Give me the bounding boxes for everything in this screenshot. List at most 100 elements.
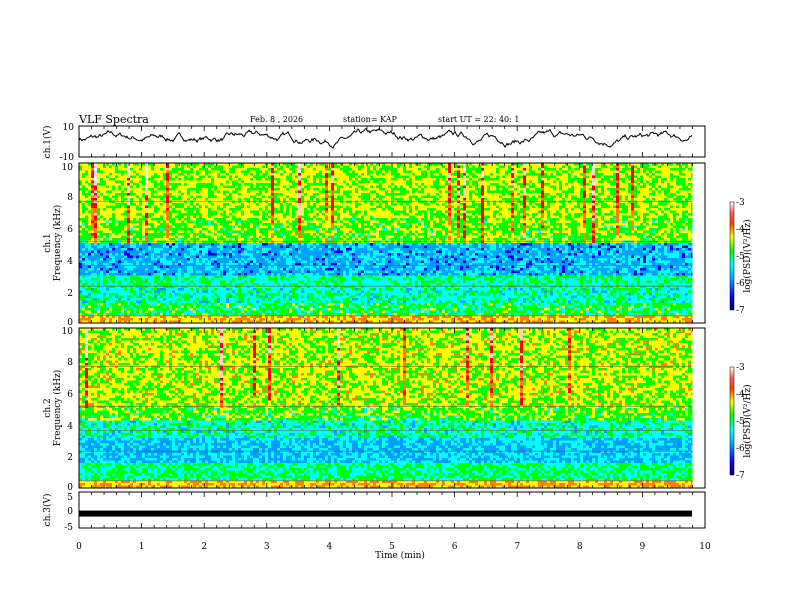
spectrogram-cell (406, 211, 409, 214)
spectrogram-cell (100, 198, 103, 201)
spectrogram-cell (334, 171, 337, 174)
spectrogram-cell (598, 196, 601, 199)
spectrogram-cell (205, 213, 208, 216)
spectrogram-cell (658, 193, 661, 196)
spectrogram-cell (148, 206, 151, 209)
spectrogram-cell (283, 173, 286, 176)
spectrogram-cell (292, 183, 295, 186)
spectrogram-cell (346, 176, 349, 179)
spectrogram-cell (304, 186, 307, 189)
spectrogram-cell (514, 181, 517, 184)
spectrogram-cell (106, 191, 109, 194)
spectrogram-cell (322, 218, 325, 221)
spectrogram-cell (547, 211, 550, 214)
spectrogram-cell (646, 178, 649, 181)
spectrogram-cell (142, 213, 145, 216)
spectrogram-cell (637, 213, 640, 216)
spectrogram-cell (403, 173, 406, 176)
spectrogram-cell (424, 191, 427, 194)
spectrogram-cell (550, 201, 553, 204)
spectrogram-cell (616, 176, 619, 179)
spectrogram-cell (625, 188, 628, 191)
spectrogram-cell (127, 176, 130, 179)
spectrogram-cell (379, 173, 382, 176)
spectrogram-cell (466, 173, 469, 176)
spectrogram-cell (97, 176, 100, 179)
spectrogram-cell (286, 183, 289, 186)
spectrogram-cell (244, 206, 247, 209)
spectrogram-cell (232, 218, 235, 221)
spectrogram-cell (424, 186, 427, 189)
spectrogram-cell (553, 206, 556, 209)
spectrogram-cell (478, 191, 481, 194)
spectrogram-cell (493, 203, 496, 206)
spectrogram-cell (313, 183, 316, 186)
spectrogram-cell (337, 211, 340, 214)
spectrogram-cell (631, 206, 634, 209)
spectrogram-cell (595, 218, 598, 221)
spectrogram-cell (124, 201, 127, 204)
spectrogram-cell (103, 186, 106, 189)
spectrogram-cell (280, 216, 283, 219)
spectrogram-cell (532, 213, 535, 216)
spectrogram-cell (556, 183, 559, 186)
spectrogram-cell (400, 173, 403, 176)
spectrogram-cell (193, 183, 196, 186)
spectrogram-cell (559, 196, 562, 199)
spectrogram-cell (412, 181, 415, 184)
spectrogram-cell (148, 171, 151, 174)
spectrogram-cell (400, 216, 403, 219)
spectrogram-cell (391, 191, 394, 194)
spectrogram-cell (163, 183, 166, 186)
spectrogram-cell (154, 196, 157, 199)
spectrogram-cell (169, 188, 172, 191)
spectrogram-cell (436, 201, 439, 204)
spectrogram-cell (292, 206, 295, 209)
spectrogram-cell (472, 191, 475, 194)
spectrogram-cell (442, 213, 445, 216)
spectrogram-cell (673, 168, 676, 171)
spectrogram-cell (118, 198, 121, 201)
spectrogram-cell (94, 218, 97, 221)
spectrogram-cell (640, 218, 643, 221)
spectrogram-cell (532, 203, 535, 206)
spectrogram-cell (544, 193, 547, 196)
spectrogram-cell (109, 203, 112, 206)
spectrogram-cell (265, 178, 268, 181)
spectrogram-cell (631, 181, 634, 184)
spectrogram-cell (265, 211, 268, 214)
spectrogram-cell (169, 193, 172, 196)
spectrogram-cell (100, 181, 103, 184)
spectrogram-cell (553, 193, 556, 196)
spectrogram-cell (445, 171, 448, 174)
spectrogram-cell (637, 211, 640, 214)
spectrogram-cell (319, 198, 322, 201)
spectrogram-cell (682, 178, 685, 181)
spectrogram-cell (121, 168, 124, 171)
spectrogram-cell (187, 171, 190, 174)
spectrogram-cell (631, 178, 634, 181)
spectrogram-cell (625, 186, 628, 189)
spectrogram-cell (673, 176, 676, 179)
spectrogram-cell (457, 183, 460, 186)
spectrogram-cell (106, 178, 109, 181)
spectrogram-cell (454, 178, 457, 181)
spectrogram-cell (256, 166, 259, 169)
spectrogram-cell (688, 191, 691, 194)
spectrogram-cell (268, 208, 271, 211)
spectrogram-cell (325, 193, 328, 196)
spectrogram-cell (295, 218, 298, 221)
spectrogram-cell (586, 198, 589, 201)
spectrogram-cell (460, 208, 463, 211)
spectrogram-cell (421, 216, 424, 219)
spectrogram-cell (442, 168, 445, 171)
spectrogram-cell (136, 176, 139, 179)
spectrogram-cell (616, 181, 619, 184)
spectrogram-cell (652, 206, 655, 209)
spectrogram-cell (451, 166, 454, 169)
spectrogram-cell (436, 186, 439, 189)
spectrogram-cell (499, 181, 502, 184)
spectrogram-cell (604, 196, 607, 199)
spectrogram-cell (658, 188, 661, 191)
spectrogram-cell (289, 193, 292, 196)
